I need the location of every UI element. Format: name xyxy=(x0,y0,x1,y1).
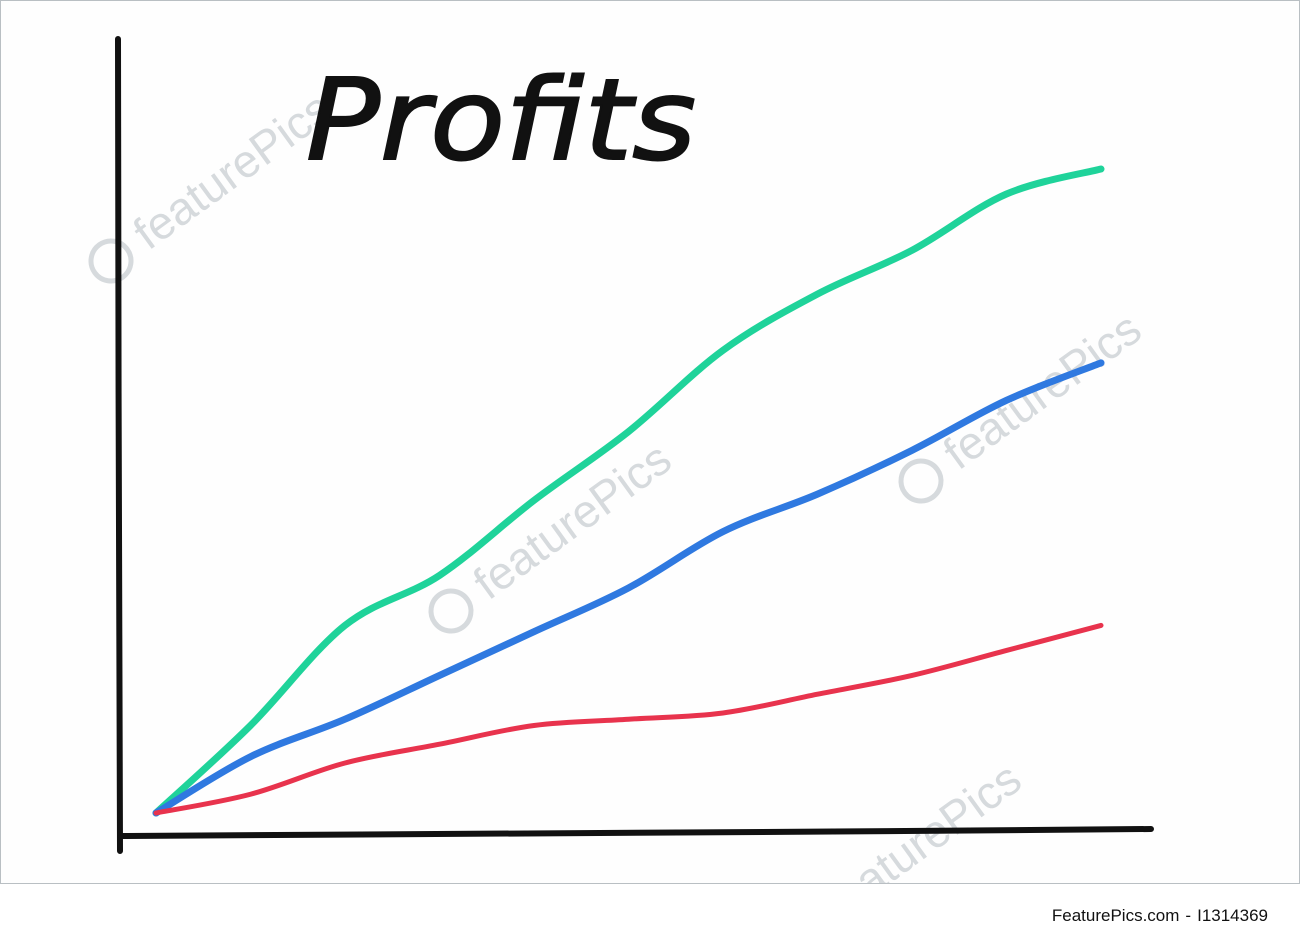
footer-image-id: I1314369 xyxy=(1197,906,1268,925)
watermark-text: featurePics xyxy=(814,752,1031,883)
watermark-3: featurePics xyxy=(898,302,1151,504)
profits-chart: featurePicsfeaturePicsfeaturePicsfeature… xyxy=(88,36,1154,883)
watermark-2: featurePics xyxy=(428,432,681,634)
series-layer xyxy=(152,165,1105,817)
watermark-4: featurePics xyxy=(814,752,1031,883)
footer: FeaturePics.com - I1314369 xyxy=(0,884,1300,944)
watermark-logo-icon xyxy=(428,588,474,634)
footer-separator: - xyxy=(1185,906,1192,925)
watermark-text: featurePics xyxy=(934,302,1151,479)
series-line-2 xyxy=(152,359,1105,817)
chart-photo: featurePics featurePics featurePics feature… xyxy=(0,0,1300,884)
footer-credit: FeaturePics.com - I1314369 xyxy=(1052,906,1268,926)
series-line-1 xyxy=(152,165,1105,817)
watermark-logo-icon xyxy=(88,238,134,284)
x-axis xyxy=(118,826,1154,840)
series-line-3 xyxy=(153,622,1104,816)
watermark-text: featurePics xyxy=(464,432,681,609)
watermark-logo-icon xyxy=(898,458,944,504)
chart-title: Profits xyxy=(306,56,696,186)
y-axis xyxy=(115,36,123,854)
footer-site: FeaturePics.com xyxy=(1051,906,1180,925)
